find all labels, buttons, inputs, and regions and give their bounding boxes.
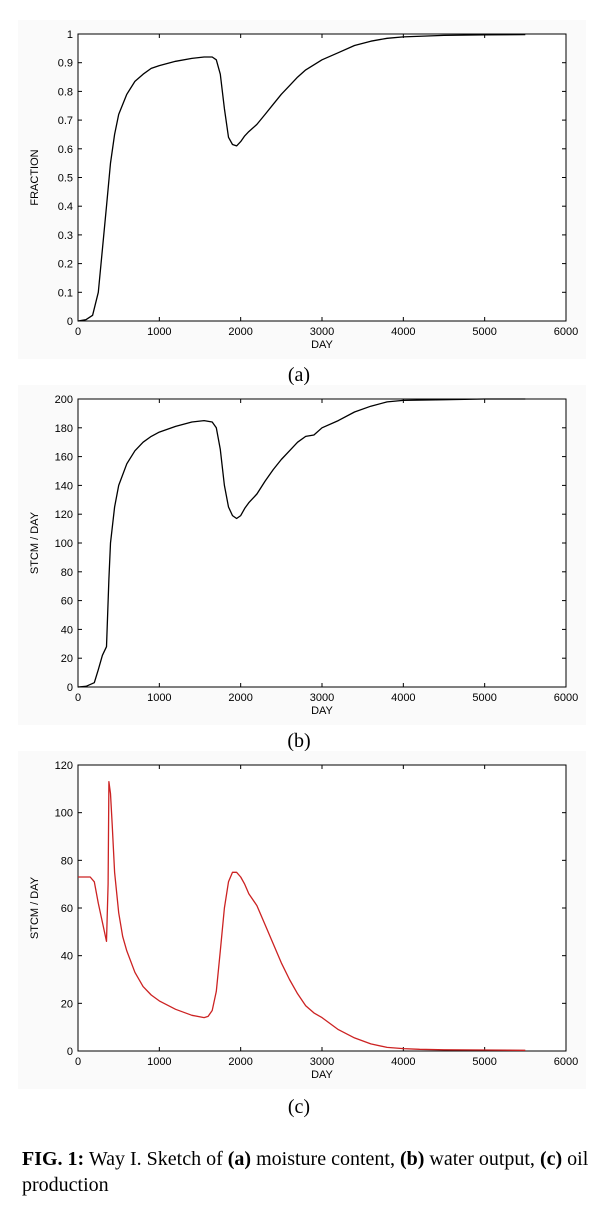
chart-a-ytick-label: 0.9 <box>58 58 73 70</box>
chart-a-sublabel: (a) <box>287 364 311 386</box>
chart-c-xtick-label: 6000 <box>554 1056 578 1068</box>
chart-a-xtick-label: 6000 <box>554 326 578 338</box>
chart-a-plot-frame <box>77 33 567 322</box>
chart-b-svg: 0 1000 2000 3000 4000 5000 6000 0 20 40 60 80 100 120… <box>18 385 586 725</box>
chart-b-xtick-label: 5000 <box>472 692 496 704</box>
chart-a-xtick-label: 4000 <box>391 326 415 338</box>
chart-c-ylabel: STCM / DAY <box>29 876 41 939</box>
chart-c-ytick-label: 120 <box>55 760 73 772</box>
chart-b-panel: 0 1000 2000 3000 4000 5000 6000 0 20 40 60 80 100 120… <box>0 385 598 760</box>
chart-b-ytick-label: 160 <box>55 452 73 464</box>
chart-a-ylabel: FRACTION <box>29 149 41 205</box>
chart-b-ytick-label: 120 <box>55 509 73 521</box>
chart-c-plot-frame <box>77 764 567 1052</box>
chart-a-xtick-label: 1000 <box>147 326 171 338</box>
chart-b-ytick-label: 180 <box>55 423 73 435</box>
chart-a-xlabel: DAY <box>311 339 333 351</box>
caption-fig-label: FIG. 1: <box>22 1148 85 1170</box>
chart-b-ylabel: STCM / DAY <box>29 511 41 574</box>
chart-b-ytick-label: 0 <box>67 682 73 694</box>
chart-b-xtick-label: 0 <box>75 692 81 704</box>
chart-c-sublabel: (c) <box>287 1096 311 1118</box>
chart-b-ytick-label: 60 <box>61 596 73 608</box>
chart-a-panel: 0 1000 2000 3000 4000 5000 6000 0 0.1 0.2 0.3 0.4 0.… <box>0 8 598 396</box>
chart-a-xtick-label: 3000 <box>310 326 334 338</box>
caption-a-label: (a) <box>227 1148 252 1170</box>
chart-b-plot-frame <box>77 398 567 688</box>
chart-c-ytick-label: 0 <box>67 1046 73 1058</box>
caption-c-label: (c) <box>539 1148 563 1170</box>
chart-b-ytick-label: 200 <box>55 394 73 406</box>
chart-c-xlabel: DAY <box>311 1069 333 1081</box>
chart-a-ytick-label: 0.2 <box>58 259 73 271</box>
chart-b-sublabel: (b) <box>287 730 311 752</box>
chart-b-ytick-label: 40 <box>61 624 73 636</box>
chart-b-xlabel: DAY <box>311 705 333 717</box>
chart-c-xtick-label: 3000 <box>310 1056 334 1068</box>
chart-c-ytick-label: 60 <box>61 903 73 915</box>
chart-a-ytick-label: 0.8 <box>58 86 73 98</box>
chart-a-xtick-label: 0 <box>75 326 81 338</box>
chart-b-xtick-label: 1000 <box>147 692 171 704</box>
chart-c-ytick-label: 20 <box>61 998 73 1010</box>
chart-b-xtick-label: 4000 <box>391 692 415 704</box>
chart-a-ytick-label: 0.3 <box>58 230 73 242</box>
chart-c-ytick-label: 40 <box>61 951 73 963</box>
chart-a-svg: 0 1000 2000 3000 4000 5000 6000 0 0.1 0.2 0.3 0.4 0.… <box>18 20 586 359</box>
chart-c-xtick-label: 0 <box>75 1056 81 1068</box>
chart-a-xtick-label: 2000 <box>228 326 252 338</box>
chart-c-ytick-label: 80 <box>61 855 73 867</box>
chart-a-ytick-label: 0.4 <box>58 201 73 213</box>
chart-c-svg: 0 1000 2000 3000 4000 5000 6000 0 20 40 60 80 100 120… <box>18 751 586 1089</box>
chart-b-series-line <box>77 398 526 688</box>
chart-c-series-line <box>78 781 526 1051</box>
chart-b-ytick-label: 100 <box>55 538 73 550</box>
chart-c-xtick-label: 4000 <box>391 1056 415 1068</box>
chart-c-xtick-label: 1000 <box>147 1056 171 1068</box>
chart-c-ytick-label: 100 <box>55 808 73 820</box>
caption-text-1: Way I. Sketch of <box>84 1148 228 1170</box>
chart-b-xtick-label: 3000 <box>310 692 334 704</box>
chart-b-ytick-label: 80 <box>61 567 73 579</box>
chart-a-ytick-label: 1 <box>67 29 73 41</box>
caption-b-label: (b) <box>399 1148 425 1170</box>
chart-a-ytick-label: 0.1 <box>58 287 73 299</box>
chart-c-panel: 0 1000 2000 3000 4000 5000 6000 0 20 40 60 80 100 120… <box>0 751 598 1128</box>
chart-a-xtick-label: 5000 <box>472 326 496 338</box>
chart-b-ytick-label: 20 <box>61 653 73 665</box>
chart-a-ytick-label: 0.5 <box>58 173 73 185</box>
chart-a-ytick-label: 0.7 <box>58 115 73 127</box>
chart-a-series-line <box>77 33 526 322</box>
chart-b-ytick-label: 140 <box>55 480 73 492</box>
figure-caption: FIG. 1: Way I. Sketch of (a) moisture co… <box>22 1146 592 1198</box>
chart-b-xtick-label: 6000 <box>554 692 578 704</box>
caption-text-3: water output, <box>424 1148 540 1170</box>
chart-c-xtick-label: 2000 <box>228 1056 252 1068</box>
chart-a-ytick-label: 0.6 <box>58 144 73 156</box>
caption-text-4: oil production <box>22 1148 589 1196</box>
caption-text-2: moisture content, <box>251 1148 400 1170</box>
chart-a-ytick-label: 0 <box>67 316 73 328</box>
chart-c-xtick-label: 5000 <box>472 1056 496 1068</box>
chart-b-xtick-label: 2000 <box>228 692 252 704</box>
